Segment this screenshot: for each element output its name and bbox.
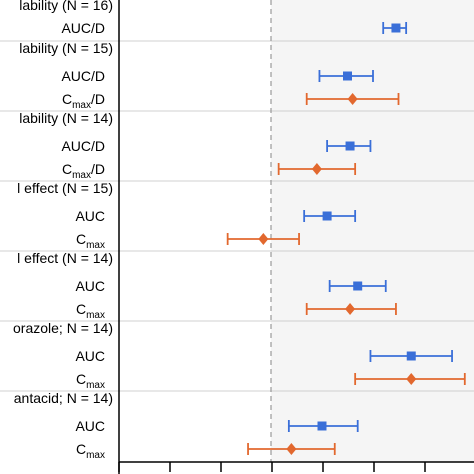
row-label: AUC/D — [61, 68, 105, 84]
point-estimate-square — [322, 211, 332, 221]
point-estimate-diamond — [258, 233, 269, 245]
point-estimate-square — [353, 281, 363, 291]
point-estimate-diamond — [347, 93, 358, 105]
group-header-label: lability (N = 14) — [19, 110, 113, 126]
point-estimate-diamond — [406, 373, 417, 385]
point-estimate-square — [343, 71, 352, 81]
row-label: Cmax/D — [62, 161, 105, 181]
group-header-label: orazole; N = 14) — [13, 320, 113, 336]
row-label: Cmax — [76, 231, 105, 251]
group-header-label: lability (N = 15) — [19, 40, 113, 56]
row-label: AUC/D — [61, 138, 105, 154]
point-estimate-diamond — [345, 303, 356, 315]
positive-region-shade — [271, 0, 474, 462]
point-estimate-square — [391, 23, 401, 33]
row-label: Cmax/D — [62, 91, 105, 111]
row-label: AUC — [75, 278, 105, 294]
point-estimate-square — [317, 421, 327, 431]
point-estimate-diamond — [311, 163, 322, 175]
row-label: Cmax — [76, 371, 105, 391]
row-label: Cmax — [76, 441, 105, 461]
group-header-label: antacid; N = 14) — [14, 390, 113, 406]
row-label: AUC — [75, 208, 105, 224]
row-label: Cmax — [76, 301, 105, 321]
point-estimate-square — [406, 351, 416, 361]
group-header-label: l effect (N = 14) — [17, 250, 113, 266]
group-header-label: lability (N = 16) — [19, 0, 113, 13]
row-label: AUC — [75, 348, 105, 364]
row-label: AUC/D — [61, 20, 105, 36]
point-estimate-square — [345, 141, 355, 151]
row-label: AUC — [75, 418, 105, 434]
point-estimate-diamond — [286, 443, 297, 455]
group-header-label: l effect (N = 15) — [17, 180, 113, 196]
